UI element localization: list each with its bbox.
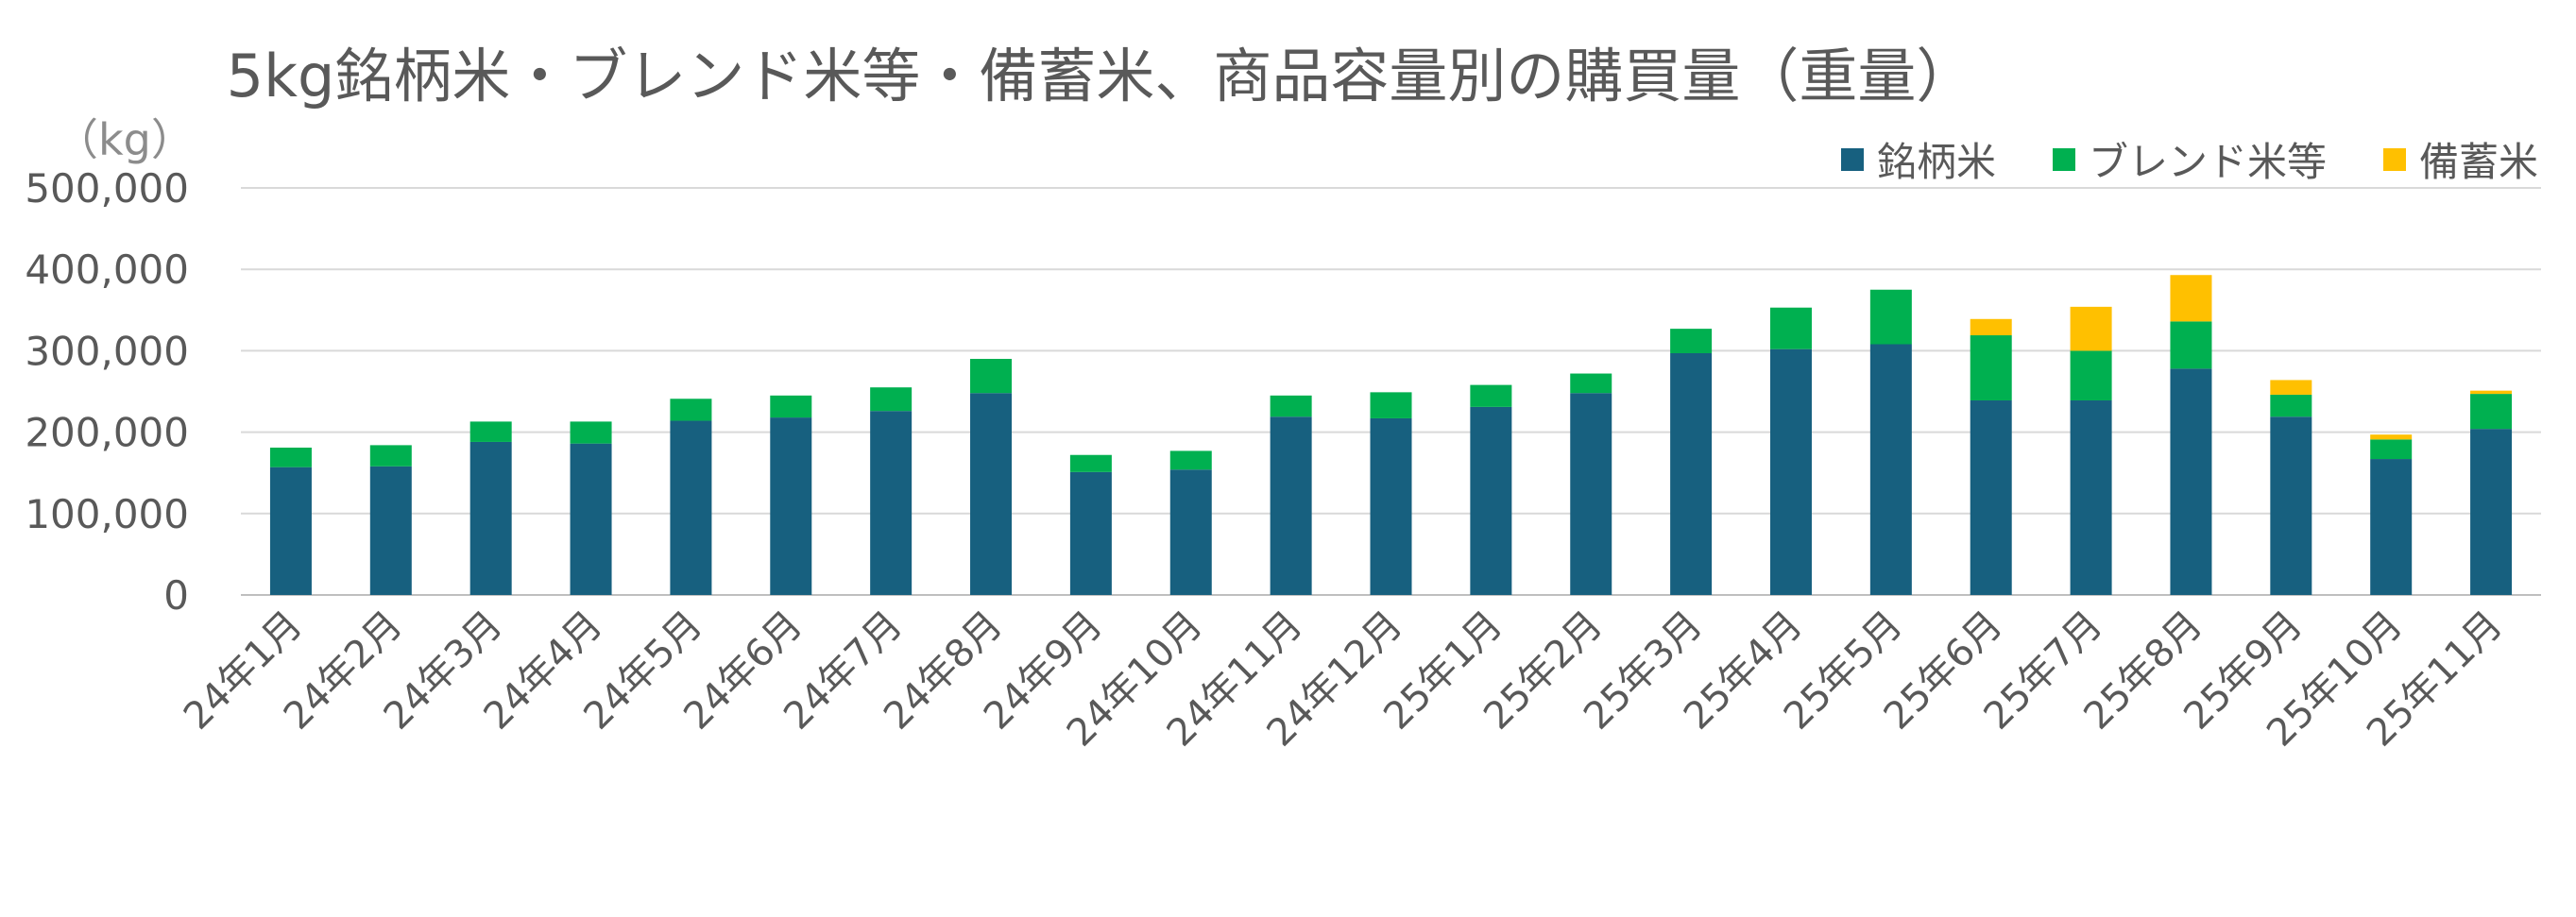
bar-segment-brand-rice	[1370, 417, 1412, 595]
bar-segment-brand-rice	[1769, 348, 1812, 595]
bar-segment-brand-rice	[1869, 344, 1912, 595]
bar-segment-brand-rice	[2470, 429, 2513, 595]
bar-segment-brand-rice	[2270, 416, 2312, 595]
y-tick-label: 300,000	[25, 328, 189, 374]
bar-segment-brand-rice	[670, 420, 712, 595]
bar-segment-blend-rice	[2270, 394, 2312, 417]
bar-segment-blend-rice	[1270, 395, 1312, 417]
bar-segment-brand-rice	[1670, 352, 1713, 595]
bar-segment-brand-rice	[1970, 399, 2012, 595]
bar-segment-blend-rice	[369, 445, 412, 467]
y-tick-label: 200,000	[25, 410, 189, 456]
bar-segment-blend-rice	[870, 387, 913, 412]
chart-title: 5kg銘柄米・ブレンド米等・備蓄米、商品容量別の購買量（重量）	[226, 42, 1975, 110]
bar-segment-blend-rice	[570, 421, 612, 444]
bar-segment-brand-rice	[269, 467, 312, 595]
bar-segment-brand-rice	[2070, 399, 2112, 595]
bar-segment-blend-rice	[770, 395, 812, 418]
bar-segment-stockpile-rice	[2370, 434, 2413, 440]
legend-item-blend-rice: ブレンド米等	[2052, 130, 2327, 188]
bar-segment-blend-rice	[2470, 394, 2513, 430]
bar-segment-blend-rice	[2370, 439, 2413, 460]
y-unit-label: （kg）	[55, 114, 195, 165]
y-tick-label: 0	[163, 572, 189, 619]
bar-segment-blend-rice	[1470, 384, 1512, 407]
legend-item-stockpile-rice: 備蓄米	[2382, 130, 2538, 188]
bar-segment-blend-rice	[1570, 373, 1612, 394]
bar-segment-brand-rice	[1270, 416, 1312, 595]
bar-segment-blend-rice	[1169, 450, 1212, 470]
legend-label-stockpile-rice: 備蓄米	[2418, 139, 2538, 185]
bar-segment-brand-rice	[469, 441, 512, 595]
bar-segment-blend-rice	[970, 359, 1013, 394]
legend-swatch-brand-rice	[1840, 147, 1864, 171]
bar-segment-blend-rice	[670, 399, 712, 421]
legend-swatch-stockpile-rice	[2382, 147, 2406, 171]
legend-swatch-blend-rice	[2052, 147, 2075, 171]
bar-segment-brand-rice	[970, 393, 1013, 595]
y-tick-label: 100,000	[25, 491, 189, 537]
bar-segment-blend-rice	[1069, 454, 1112, 472]
bar-segment-blend-rice	[1970, 335, 2012, 400]
y-tick-label: 500,000	[25, 165, 189, 212]
bar-segment-blend-rice	[1670, 329, 1713, 353]
legend-item-brand-rice: 銘柄米	[1840, 130, 1996, 188]
bar-segment-brand-rice	[570, 443, 612, 595]
bar-segment-blend-rice	[1370, 392, 1412, 418]
bar-segment-blend-rice	[469, 421, 512, 442]
bar-segment-blend-rice	[2070, 350, 2112, 400]
bar-segment-brand-rice	[369, 466, 412, 595]
bar-segment-brand-rice	[1570, 393, 1612, 595]
legend: 銘柄米 ブレンド米等 備蓄米	[1840, 130, 2538, 188]
bar-segment-blend-rice	[269, 447, 312, 467]
bar-segment-brand-rice	[1169, 469, 1212, 595]
bar-segment-brand-rice	[2370, 459, 2413, 595]
bar-segment-brand-rice	[1069, 471, 1112, 595]
bar-segment-brand-rice	[1470, 406, 1512, 595]
bar-segment-blend-rice	[1769, 307, 1812, 349]
bar-segment-stockpile-rice	[2470, 390, 2513, 395]
bar-segment-brand-rice	[2170, 368, 2212, 595]
bar-segment-stockpile-rice	[2070, 306, 2112, 351]
bar-segment-brand-rice	[870, 411, 913, 595]
legend-label-blend-rice: ブレンド米等	[2088, 139, 2327, 185]
bar-segment-stockpile-rice	[2270, 380, 2312, 395]
legend-label-brand-rice: 銘柄米	[1876, 139, 1996, 185]
bar-segment-stockpile-rice	[2170, 275, 2212, 322]
bar-segment-stockpile-rice	[1970, 318, 2012, 336]
bar-segment-blend-rice	[2170, 321, 2212, 369]
bar-segment-brand-rice	[770, 417, 812, 595]
bar-segment-blend-rice	[1869, 289, 1912, 345]
y-tick-label: 400,000	[25, 246, 189, 293]
